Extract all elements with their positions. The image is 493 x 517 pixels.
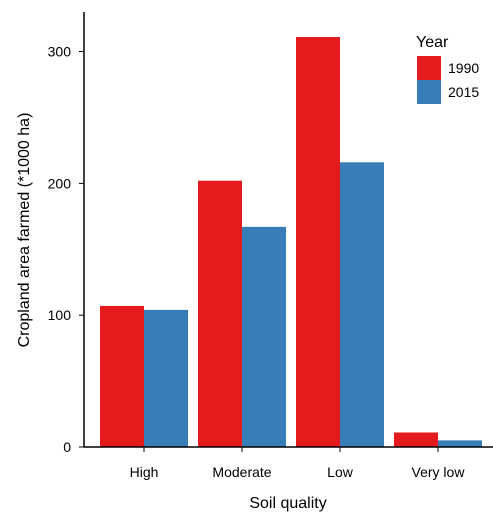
x-ticks-group: High Moderate Low Very low (130, 447, 466, 480)
x-axis-title: Soil quality (249, 495, 326, 512)
x-tick-label: High (130, 464, 159, 480)
x-tick-label: Moderate (212, 464, 271, 480)
legend: Year 1990 2015 (416, 34, 479, 104)
y-ticks-group: 0 100 200 300 (48, 44, 84, 455)
x-tick-label: Low (327, 464, 354, 480)
legend-swatch-2015 (417, 80, 441, 104)
bar-moderate-2015 (242, 226, 286, 447)
bar-low-1990 (296, 37, 340, 447)
bar-high-1990 (100, 305, 144, 447)
legend-label-2015: 2015 (448, 84, 479, 100)
bar-very-low-2015 (438, 440, 482, 447)
bar-very-low-1990 (394, 432, 438, 447)
legend-swatch-1990 (417, 56, 441, 80)
bar-moderate-1990 (198, 180, 242, 447)
y-axis-title: Cropland area farmed (*1000 ha) (16, 113, 33, 348)
y-tick-label: 100 (48, 307, 72, 323)
y-tick-label: 300 (48, 44, 72, 60)
bar-high-2015 (144, 309, 188, 447)
legend-label-1990: 1990 (448, 60, 479, 76)
y-tick-label: 200 (48, 175, 72, 191)
legend-title: Year (416, 34, 449, 51)
bar-low-2015 (340, 162, 384, 448)
bars-group (100, 37, 482, 448)
y-tick-label: 0 (63, 439, 71, 455)
x-tick-label: Very low (412, 464, 466, 480)
